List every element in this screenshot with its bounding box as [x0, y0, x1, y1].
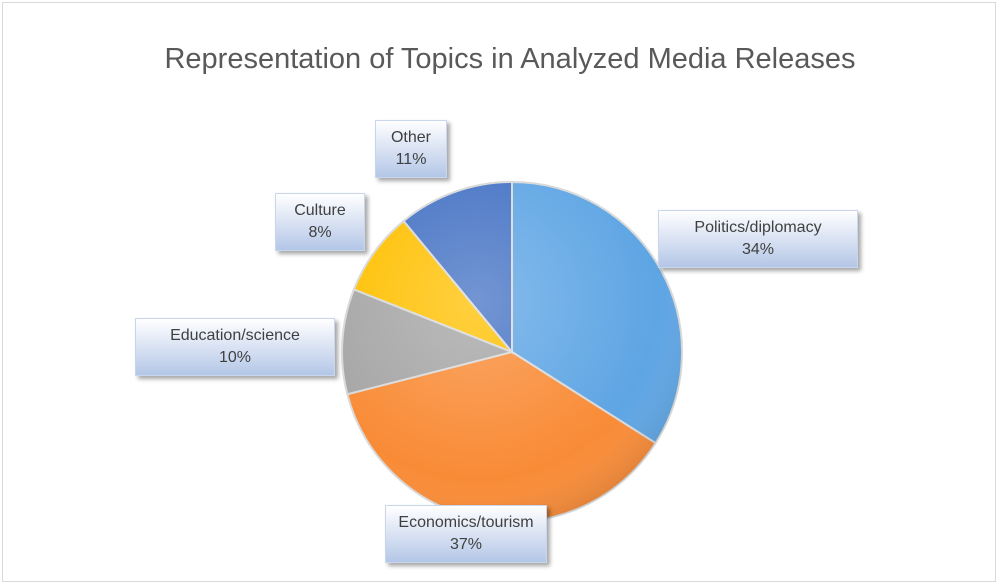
label-category: Education/science [170, 327, 300, 344]
label-category: Other [390, 129, 431, 146]
chart [341, 180, 684, 523]
label-value: 34% [741, 241, 775, 258]
data-label: Economics/tourism 37% [385, 505, 547, 563]
data-label: Culture 8% [275, 193, 365, 251]
label-category: Culture [294, 202, 346, 219]
label-value: 10% [218, 349, 252, 366]
label-value: 37% [449, 536, 483, 553]
label-category: Politics/diplomacy [694, 219, 822, 236]
label-value: 11% [395, 151, 427, 168]
label-value: 8% [308, 224, 332, 241]
label-category: Economics/tourism [398, 514, 534, 531]
data-label: Other 11% [375, 120, 447, 178]
chart-title: Representation of Topics in Analyzed Med… [164, 43, 856, 75]
data-label: Politics/diplomacy 34% [658, 210, 858, 268]
data-label: Education/science 10% [135, 318, 335, 376]
